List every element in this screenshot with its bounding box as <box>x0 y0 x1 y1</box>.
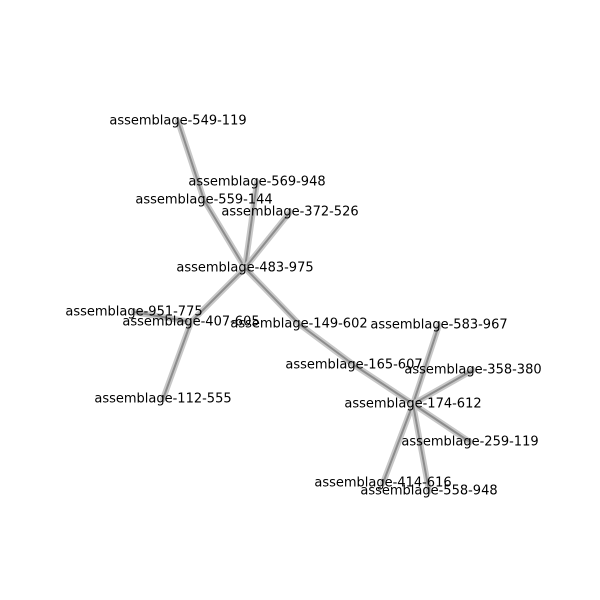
edge-stroke <box>244 181 258 269</box>
labels-layer: assemblage-549-119 assemblage-569-948 asse… <box>65 114 541 499</box>
node-label-n558948: assemblage-558-948 <box>360 484 497 499</box>
edge-n174612-n558948 <box>410 401 432 494</box>
edge-stroke <box>412 369 474 405</box>
edge-n358380-n174612 <box>410 367 476 407</box>
node-label-n358380: assemblage-358-380 <box>404 363 541 378</box>
node-label-n559144: assemblage-559-144 <box>135 193 272 208</box>
node-label-n174612: assemblage-174-612 <box>344 397 481 412</box>
node-label-n569948: assemblage-569-948 <box>188 175 325 190</box>
edge-n559144-n483975 <box>201 197 248 271</box>
edge-n149602-n165607 <box>296 321 357 368</box>
edge-stroke <box>190 267 246 323</box>
edge-n951775-n407605 <box>131 309 194 325</box>
edge-n174612-n259119 <box>410 401 473 445</box>
node-label-n165607: assemblage-165-607 <box>285 358 422 373</box>
edge-n372526-n483975 <box>242 209 293 271</box>
edge-stroke <box>203 199 246 269</box>
node-label-n483975: assemblage-483-975 <box>176 261 313 276</box>
edge-n174612-n414616 <box>380 401 416 486</box>
edge-stroke <box>177 120 205 201</box>
edge-stroke <box>162 321 192 400</box>
edge-n165607-n174612 <box>351 362 416 407</box>
edge-stroke <box>382 403 414 484</box>
edges-layer <box>131 118 476 494</box>
edge-stroke <box>133 311 192 323</box>
node-label-n259119: assemblage-259-119 <box>401 435 538 450</box>
node-label-n149602: assemblage-149-602 <box>230 317 367 332</box>
edge-stroke <box>412 324 440 405</box>
edge-stroke <box>412 403 430 492</box>
edge-n407605-n112555 <box>160 319 194 402</box>
edge-stroke <box>353 364 414 405</box>
edge-n583967-n174612 <box>410 322 442 407</box>
node-label-n549119: assemblage-549-119 <box>109 114 246 129</box>
edge-n549119-n559144 <box>175 118 207 203</box>
node-label-n112555: assemblage-112-555 <box>94 392 231 407</box>
edge-n483975-n149602 <box>242 265 302 327</box>
node-label-n414616: assemblage-414-616 <box>314 476 451 491</box>
node-label-n951775: assemblage-951-775 <box>65 305 202 320</box>
node-label-n372526: assemblage-372-526 <box>221 205 358 220</box>
node-label-n583967: assemblage-583-967 <box>370 318 507 333</box>
edge-stroke <box>298 323 355 366</box>
edge-stroke <box>244 267 300 325</box>
node-label-n407605: assemblage-407-605 <box>122 315 259 330</box>
edge-stroke <box>244 211 291 269</box>
edge-n569948-n483975 <box>242 179 260 271</box>
edge-n483975-n407605 <box>188 265 248 325</box>
edge-stroke <box>412 403 471 443</box>
